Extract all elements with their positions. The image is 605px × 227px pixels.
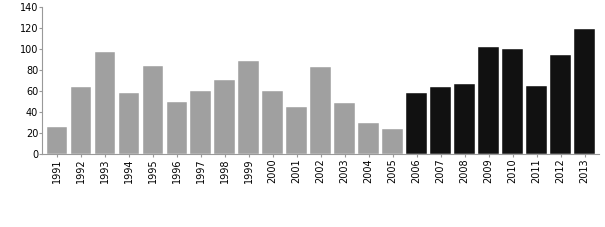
- Bar: [166, 102, 187, 154]
- Bar: [335, 103, 355, 154]
- Bar: [479, 47, 499, 154]
- Bar: [47, 127, 67, 154]
- Bar: [454, 84, 475, 154]
- Bar: [502, 49, 523, 154]
- Bar: [143, 66, 163, 154]
- Bar: [94, 52, 115, 154]
- Bar: [526, 86, 547, 154]
- Bar: [407, 93, 427, 154]
- Bar: [286, 107, 307, 154]
- Bar: [382, 129, 403, 154]
- Bar: [263, 91, 283, 154]
- Bar: [310, 67, 331, 154]
- Bar: [215, 79, 235, 154]
- Bar: [430, 87, 451, 154]
- Bar: [574, 29, 595, 154]
- Bar: [191, 91, 211, 154]
- Bar: [238, 61, 259, 154]
- Bar: [358, 123, 379, 154]
- Bar: [119, 93, 139, 154]
- Bar: [71, 87, 91, 154]
- Bar: [551, 55, 571, 154]
